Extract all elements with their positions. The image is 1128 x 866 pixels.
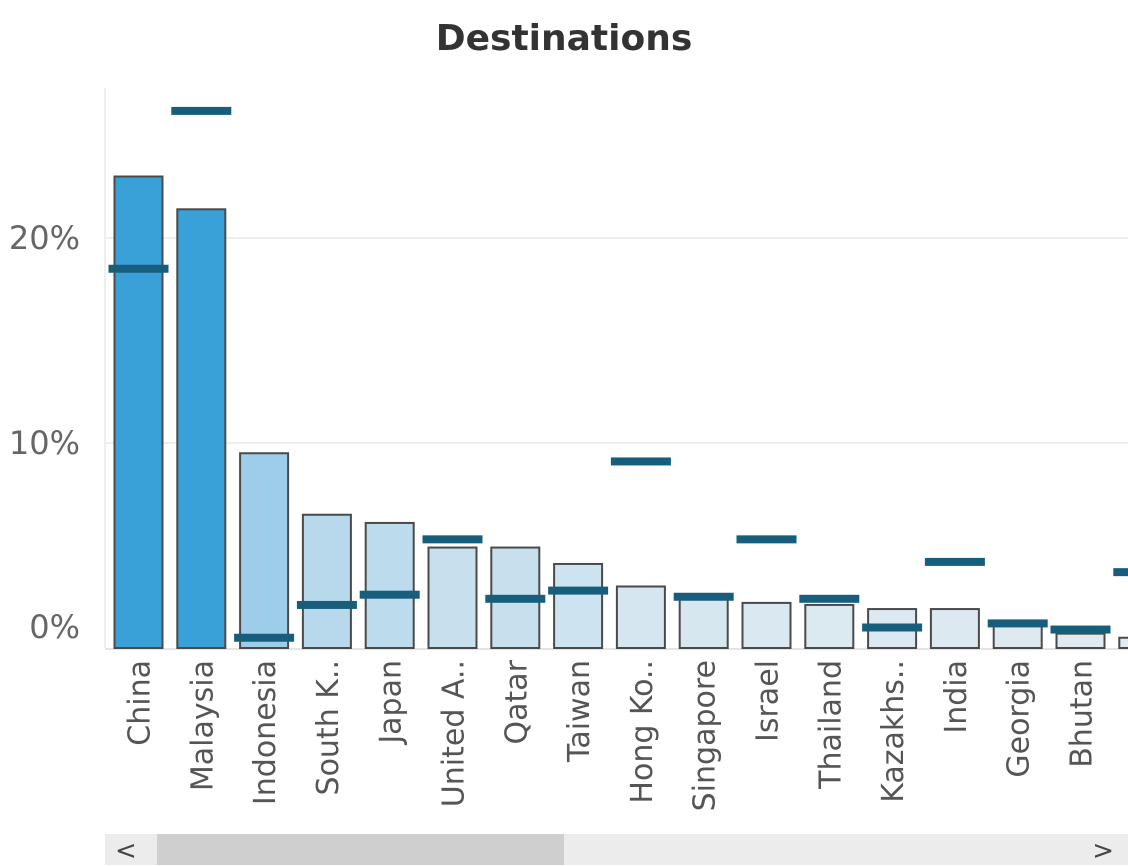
x-tick-label: Qatar [499, 659, 534, 744]
bar [617, 587, 665, 649]
reference-marker [611, 457, 671, 465]
scroll-right-arrow-icon[interactable]: > [1092, 836, 1114, 866]
bar [680, 597, 728, 648]
x-tick-label: United A.. [437, 660, 472, 807]
bar [240, 453, 288, 648]
x-tick-label: Georgia [1002, 660, 1037, 778]
reference-marker [360, 591, 420, 599]
x-tick-label: Singapore [688, 660, 723, 811]
reference-marker [109, 265, 169, 273]
reference-marker [988, 619, 1048, 627]
x-tick-label: South K.. [311, 660, 346, 795]
reference-marker [171, 107, 231, 115]
x-tick-label: Malaysia [185, 660, 220, 791]
bar [115, 177, 163, 649]
bar [805, 605, 853, 648]
x-tick-label: Taiwan [562, 660, 597, 763]
bar [177, 209, 225, 648]
reference-marker [862, 624, 922, 632]
y-tick-label: 0% [29, 608, 80, 646]
horizontal-scrollbar[interactable]: < > [105, 834, 1128, 865]
bar [1057, 634, 1105, 648]
x-tick-label: Hong Ko.. [625, 660, 660, 804]
y-axis-ticks: 0% 10% 20% [9, 219, 80, 646]
x-tick-label: Bhutan [1065, 660, 1100, 768]
x-tick-label: Israel [751, 660, 786, 742]
bar [1119, 638, 1128, 648]
reference-marker [674, 593, 734, 601]
scroll-left-arrow-icon[interactable]: < [115, 836, 137, 866]
reference-marker [1113, 568, 1128, 576]
bar [303, 515, 351, 648]
reference-marker [799, 595, 859, 603]
reference-marker [1051, 626, 1111, 634]
bar [554, 564, 602, 648]
reference-marker [297, 601, 357, 609]
bar [366, 523, 414, 648]
reference-marker [234, 634, 294, 642]
bar [931, 609, 979, 648]
x-tick-label: Indonesia [248, 660, 283, 805]
x-tick-label: Kazakhs.. [876, 660, 911, 803]
y-tick-label: 20% [9, 219, 80, 257]
x-tick-label: China [123, 660, 158, 746]
reference-marker [737, 535, 797, 543]
x-tick-label: India [939, 660, 974, 734]
x-tick-label: Japan [374, 660, 409, 746]
bar-chart: 0% 10% 20% China Malaysia Indonesia South K..… [0, 0, 1128, 834]
x-tick-label: Thailand [813, 660, 848, 790]
reference-marker [423, 535, 483, 543]
scrollbar-thumb[interactable] [157, 834, 564, 865]
y-tick-label: 10% [9, 424, 80, 462]
reference-marker [925, 558, 985, 566]
bar [429, 548, 477, 648]
bars [115, 177, 1128, 649]
bar [743, 603, 791, 648]
x-axis-labels: China Malaysia Indonesia South K.. Japan Unit… [123, 659, 1128, 811]
reference-marker [485, 595, 545, 603]
reference-marker [548, 587, 608, 595]
